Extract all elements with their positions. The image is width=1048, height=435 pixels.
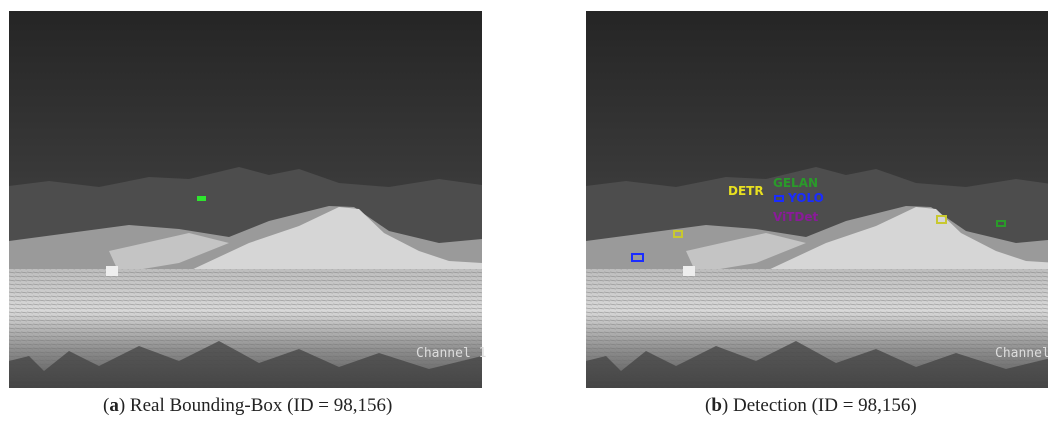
caption-label: b xyxy=(711,395,722,416)
ir-image xyxy=(9,11,482,388)
channel-label: Channel 1 xyxy=(995,346,1048,361)
detr-label: DETR xyxy=(728,184,764,198)
caption-label: a xyxy=(109,395,119,416)
caption-text: ) Real Bounding-Box (ID = 98,156) xyxy=(119,395,393,416)
channel-label: Channel 1 xyxy=(416,346,486,361)
images: Channel 1 Channel 1 DETR GELAN YOLO ViTD… xyxy=(0,0,1048,395)
caption: (b) Detection (ID = 98,156) xyxy=(705,395,917,417)
figure: Channel 1 Channel 1 DETR GELAN YOLO ViTD… xyxy=(0,0,1048,435)
ground-truth-box xyxy=(197,196,206,201)
gelan-label: GELAN xyxy=(773,176,818,190)
caption: (a) Real Bounding-Box (ID = 98,156) xyxy=(103,395,392,417)
vitdet-label: ViTDet xyxy=(773,210,818,224)
yolo-label: YOLO xyxy=(787,191,824,205)
caption-text: ) Detection (ID = 98,156) xyxy=(722,395,917,416)
